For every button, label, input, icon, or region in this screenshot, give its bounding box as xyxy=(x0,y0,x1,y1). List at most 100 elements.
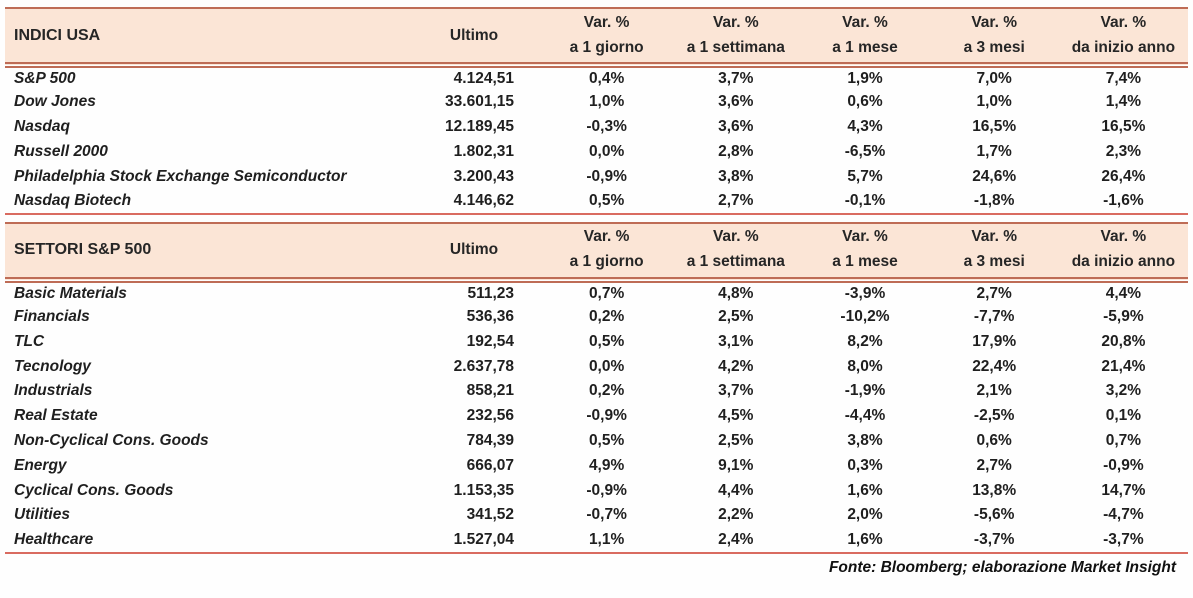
row-label: Basic Materials xyxy=(14,284,127,302)
var-1-giorno-value: -0,9% xyxy=(586,407,627,425)
var-inizio-anno-value: 1,4% xyxy=(1105,93,1142,111)
var-1-giorno-value: 0,5% xyxy=(542,188,672,215)
var-1-giorno-value: 0,5% xyxy=(588,431,625,449)
row-label: Industrials xyxy=(14,382,93,400)
column-header-ultimo: Ultimo xyxy=(420,7,543,68)
var-1-mese-value: 0,6% xyxy=(847,93,883,111)
ultimo-value: 341,52 xyxy=(466,506,515,524)
column-header-var-3-mesi: Var. % a 3 mesi xyxy=(929,221,1059,283)
row-label: Tecnology xyxy=(14,357,91,375)
var-inizio-anno-value: 26,4% xyxy=(1101,167,1146,185)
column-header-ultimo: Ultimo xyxy=(420,221,543,283)
var-1-settimana-value: 2,2% xyxy=(718,506,754,524)
row-label: Real Estate xyxy=(14,407,98,425)
var-inizio-anno-value: -3,7% xyxy=(1058,527,1188,554)
table-row: Healthcare 1.527,04 1,1% 2,4% 1,6% -3,7%… xyxy=(5,527,1188,554)
var-1-mese-value: 0,3% xyxy=(847,456,883,474)
table-row: Russell 2000 1.802,31 0,0% 2,8% -6,5% 1,… xyxy=(5,139,1188,164)
var-inizio-anno-value: -1,6% xyxy=(1058,188,1188,215)
var-1-mese-value: 3,8% xyxy=(847,431,883,449)
row-label: Nasdaq Biotech xyxy=(5,188,421,215)
var-1-giorno-value: 0,0% xyxy=(588,142,625,160)
var-1-giorno-value: 0,0% xyxy=(588,357,625,375)
var-1-giorno-value: 0,5% xyxy=(588,332,625,350)
var-1-settimana-value: 4,2% xyxy=(718,357,754,375)
var-3-mesi-value: -2,5% xyxy=(973,407,1015,425)
ultimo-value: 12.189,45 xyxy=(445,117,515,135)
var-1-mese-value: -1,9% xyxy=(844,382,886,400)
var-1-settimana-value: 3,6% xyxy=(718,117,754,135)
var-1-giorno-value: 1,1% xyxy=(542,527,672,554)
var-1-settimana-value: 2,7% xyxy=(671,188,801,215)
row-label: Dow Jones xyxy=(14,93,96,111)
var-inizio-anno-value: -5,9% xyxy=(1103,307,1144,325)
row-label: Russell 2000 xyxy=(14,142,108,160)
var-1-giorno-value: -0,7% xyxy=(586,506,627,524)
table-row: Philadelphia Stock Exchange Semiconducto… xyxy=(5,164,1188,189)
var-1-mese-value: -10,2% xyxy=(840,307,890,325)
var-1-mese-value: -3,9% xyxy=(844,284,886,302)
row-label: Financials xyxy=(14,307,90,325)
var-1-settimana-value: 9,1% xyxy=(718,456,754,474)
ultimo-value: 1.527,04 xyxy=(420,527,543,554)
var-1-giorno-value: 0,2% xyxy=(588,307,625,325)
var-1-settimana-value: 2,8% xyxy=(718,142,754,160)
table-row: Dow Jones 33.601,15 1,0% 3,6% 0,6% 1,0% … xyxy=(5,90,1188,115)
var-1-settimana-value: 3,7% xyxy=(718,382,754,400)
var-1-giorno-value: 0,4% xyxy=(588,69,625,87)
var-3-mesi-value: 7,0% xyxy=(976,69,1012,87)
indici-usa-table: INDICI USA Ultimo Var. % a 1 giorno Var.… xyxy=(5,7,1188,215)
ultimo-value: 784,39 xyxy=(466,431,515,449)
var-3-mesi-value: 22,4% xyxy=(972,357,1017,375)
var-inizio-anno-value: 16,5% xyxy=(1101,117,1146,135)
var-3-mesi-value: 2,7% xyxy=(976,456,1012,474)
column-header-var-3-mesi: Var. % a 3 mesi xyxy=(929,7,1059,68)
var-1-giorno-value: 4,9% xyxy=(588,456,625,474)
var-inizio-anno-value: -0,9% xyxy=(1103,456,1144,474)
var-3-mesi-value: 24,6% xyxy=(972,167,1017,185)
var-1-mese-value: -6,5% xyxy=(844,142,886,160)
var-1-mese-value: 2,0% xyxy=(847,506,883,524)
var-inizio-anno-value: 3,2% xyxy=(1105,382,1142,400)
ultimo-value: 1.153,35 xyxy=(453,481,515,499)
row-label: Energy xyxy=(14,456,67,474)
ultimo-value: 192,54 xyxy=(466,332,515,350)
ultimo-value: 4.146,62 xyxy=(420,188,543,215)
var-3-mesi-value: -3,7% xyxy=(929,527,1059,554)
column-header-var-inizio-anno: Var. % da inizio anno xyxy=(1058,221,1188,283)
var-1-giorno-value: 1,0% xyxy=(588,93,625,111)
ultimo-value: 536,36 xyxy=(466,307,515,325)
row-label: Utilities xyxy=(14,506,70,524)
ultimo-value: 2.637,78 xyxy=(453,357,515,375)
var-inizio-anno-value: 2,3% xyxy=(1105,142,1142,160)
table-title-indici-usa: INDICI USA xyxy=(5,7,421,68)
var-1-settimana-value: 3,7% xyxy=(718,69,754,87)
var-1-giorno-value: -0,9% xyxy=(586,481,627,499)
var-1-giorno-value: 0,7% xyxy=(588,284,625,302)
table-row: Nasdaq Biotech 4.146,62 0,5% 2,7% -0,1% … xyxy=(5,188,1188,215)
var-1-mese-value: 1,9% xyxy=(847,69,883,87)
table-row: Non-Cyclical Cons. Goods 784,39 0,5% 2,5… xyxy=(5,429,1188,454)
var-1-mese-value: 1,6% xyxy=(800,527,930,554)
var-1-mese-value: 8,2% xyxy=(847,332,883,350)
var-1-settimana-value: 4,8% xyxy=(718,284,754,302)
row-label: Nasdaq xyxy=(14,117,70,135)
ultimo-value: 232,56 xyxy=(466,407,515,425)
table-row: Financials 536,36 0,2% 2,5% -10,2% -7,7%… xyxy=(5,305,1188,330)
column-header-var-1-mese: Var. % a 1 mese xyxy=(800,221,930,283)
row-label: TLC xyxy=(14,332,45,350)
table-row: Tecnology 2.637,78 0,0% 4,2% 8,0% 22,4% … xyxy=(5,354,1188,379)
ultimo-value: 3.200,43 xyxy=(453,167,515,185)
var-1-mese-value: 5,7% xyxy=(847,167,883,185)
column-header-var-1-settimana: Var. % a 1 settimana xyxy=(671,7,801,68)
column-header-var-1-mese: Var. % a 1 mese xyxy=(800,7,930,68)
table-row: S&P 500 4.124,51 0,4% 3,7% 1,9% 7,0% 7,4… xyxy=(5,65,1188,90)
var-1-settimana-value: 3,1% xyxy=(718,332,754,350)
ultimo-value: 666,07 xyxy=(466,456,515,474)
table-row: Basic Materials 511,23 0,7% 4,8% -3,9% 2… xyxy=(5,280,1188,305)
var-inizio-anno-value: 0,1% xyxy=(1105,407,1142,425)
var-1-settimana-value: 4,5% xyxy=(718,407,754,425)
row-label: Philadelphia Stock Exchange Semiconducto… xyxy=(14,167,347,185)
table-row: Utilities 341,52 -0,7% 2,2% 2,0% -5,6% -… xyxy=(5,503,1188,528)
row-label: S&P 500 xyxy=(14,69,76,87)
